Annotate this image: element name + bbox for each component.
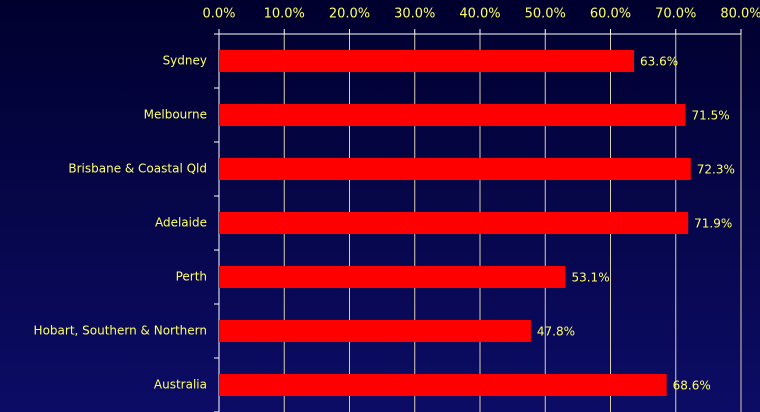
bar bbox=[219, 104, 686, 126]
value-label: 63.6% bbox=[640, 55, 678, 69]
bar bbox=[219, 50, 634, 72]
bar bbox=[219, 158, 691, 180]
bar bbox=[219, 212, 689, 234]
y-tick-label: Brisbane & Coastal Qld bbox=[68, 162, 207, 176]
x-tick-label: 50.0% bbox=[525, 7, 566, 22]
value-label: 53.1% bbox=[571, 271, 609, 285]
y-tick-label: Adelaide bbox=[155, 216, 207, 230]
value-label: 47.8% bbox=[537, 325, 575, 339]
bar bbox=[219, 374, 667, 396]
y-tick-label: Perth bbox=[176, 270, 207, 284]
x-tick-label: 30.0% bbox=[394, 7, 435, 22]
bar bbox=[219, 320, 531, 342]
x-tick-label: 70.0% bbox=[655, 7, 696, 22]
value-label: 68.6% bbox=[673, 379, 711, 393]
value-label: 71.9% bbox=[694, 217, 732, 231]
x-tick-label: 20.0% bbox=[329, 7, 370, 22]
bar bbox=[219, 266, 566, 288]
y-tick-label: Hobart, Southern & Northern bbox=[34, 324, 207, 338]
y-tick-label: Sydney bbox=[163, 54, 207, 68]
x-tick-label: 0.0% bbox=[202, 7, 235, 22]
y-tick-label: Melbourne bbox=[144, 108, 207, 122]
value-label: 72.3% bbox=[697, 163, 735, 177]
x-tick-label: 40.0% bbox=[459, 7, 500, 22]
value-label: 71.5% bbox=[692, 109, 730, 123]
x-tick-label: 60.0% bbox=[590, 7, 631, 22]
x-tick-label: 80.0% bbox=[720, 7, 760, 22]
y-tick-label: Australia bbox=[154, 378, 207, 392]
x-tick-label: 10.0% bbox=[264, 7, 305, 22]
